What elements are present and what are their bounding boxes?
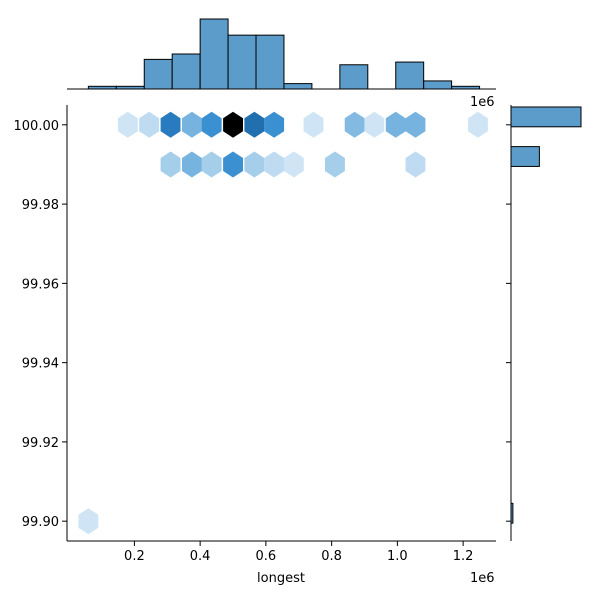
hexbin-cell-5 bbox=[201, 111, 222, 138]
marginal-x-bar bbox=[143, 58, 173, 90]
marginal-y-bar bbox=[510, 106, 582, 128]
x-tick-label: 0.4 bbox=[190, 549, 211, 564]
hexbin-cell-21 bbox=[283, 151, 304, 178]
hexbin-cell-9 bbox=[303, 111, 324, 138]
marginal-x-offset-label: 1e6 bbox=[470, 95, 495, 110]
hexbin-cell-22 bbox=[325, 151, 345, 178]
x-ticks: 0.2 0.4 0.6 0.8 1.0 1.2 bbox=[124, 541, 473, 564]
hexbin-cell-6 bbox=[223, 111, 243, 138]
y-tick-label: 99.94 bbox=[22, 357, 59, 372]
marginal-x-bar bbox=[339, 64, 369, 90]
x-tick-label: 1.0 bbox=[387, 549, 408, 564]
hexbin-cells bbox=[78, 111, 488, 535]
hexbin-cell-4 bbox=[182, 111, 202, 138]
marginal-x-bar bbox=[227, 34, 257, 90]
hexbin-cell-0 bbox=[78, 508, 99, 535]
y-tick-label: 99.92 bbox=[22, 436, 59, 451]
hexbin-cell-14 bbox=[468, 111, 488, 138]
y-tick-label: 99.96 bbox=[22, 277, 59, 292]
hexbin-cell-18 bbox=[223, 151, 243, 178]
x-tick-label: 0.6 bbox=[256, 549, 277, 564]
marginal-x-bar bbox=[255, 34, 285, 90]
marginal-x-bar bbox=[171, 53, 201, 90]
hexbin-cell-15 bbox=[160, 151, 181, 178]
x-offset-label: 1e6 bbox=[470, 571, 495, 586]
x-axis-label: longest bbox=[257, 571, 305, 586]
marginal-x-bar bbox=[199, 18, 229, 90]
hexbin-cell-17 bbox=[201, 151, 222, 178]
marginal-y-bar bbox=[510, 146, 540, 167]
y-ticks: 99.90 99.92 99.94 99.96 99.98 100.00 bbox=[14, 119, 511, 530]
hexbin-cell-13 bbox=[405, 111, 426, 138]
x-tick-label: 0.8 bbox=[321, 549, 342, 564]
x-tick-label: 1.2 bbox=[453, 549, 474, 564]
hexbin-cell-3 bbox=[160, 111, 181, 138]
hexbin-cell-10 bbox=[344, 111, 365, 138]
x-tick-label: 0.2 bbox=[124, 549, 145, 564]
hexbin-cell-7 bbox=[244, 111, 265, 138]
hexbin-cell-8 bbox=[264, 111, 285, 138]
marginal-x-bar bbox=[283, 83, 313, 90]
y-tick-label: 99.90 bbox=[22, 515, 59, 530]
joint-axes: 0.2 0.4 0.6 0.8 1.0 1.2 99.9099.9299.9499.969… bbox=[14, 105, 511, 586]
hexbin-cell-20 bbox=[264, 151, 285, 178]
marginal-x-histogram: 1e6 bbox=[67, 18, 496, 110]
hexbin-cell-11 bbox=[364, 111, 385, 138]
marginal-x-bars bbox=[87, 18, 481, 90]
marginal-x-bar bbox=[395, 61, 425, 90]
marginal-x-bar bbox=[423, 80, 453, 90]
marginal-y-bars bbox=[510, 106, 582, 524]
y-tick-label: 99.98 bbox=[22, 198, 59, 213]
hexbin-cell-12 bbox=[385, 111, 406, 138]
hexbin-cell-19 bbox=[244, 151, 265, 178]
hexbin-cell-23 bbox=[405, 151, 426, 178]
hexbin-cell-16 bbox=[182, 151, 202, 178]
y-tick-label: 100.00 bbox=[14, 119, 60, 134]
hexbin-cell-2 bbox=[139, 111, 160, 138]
hexbin-cell-1 bbox=[117, 111, 138, 138]
marginal-y-histogram bbox=[510, 105, 582, 541]
